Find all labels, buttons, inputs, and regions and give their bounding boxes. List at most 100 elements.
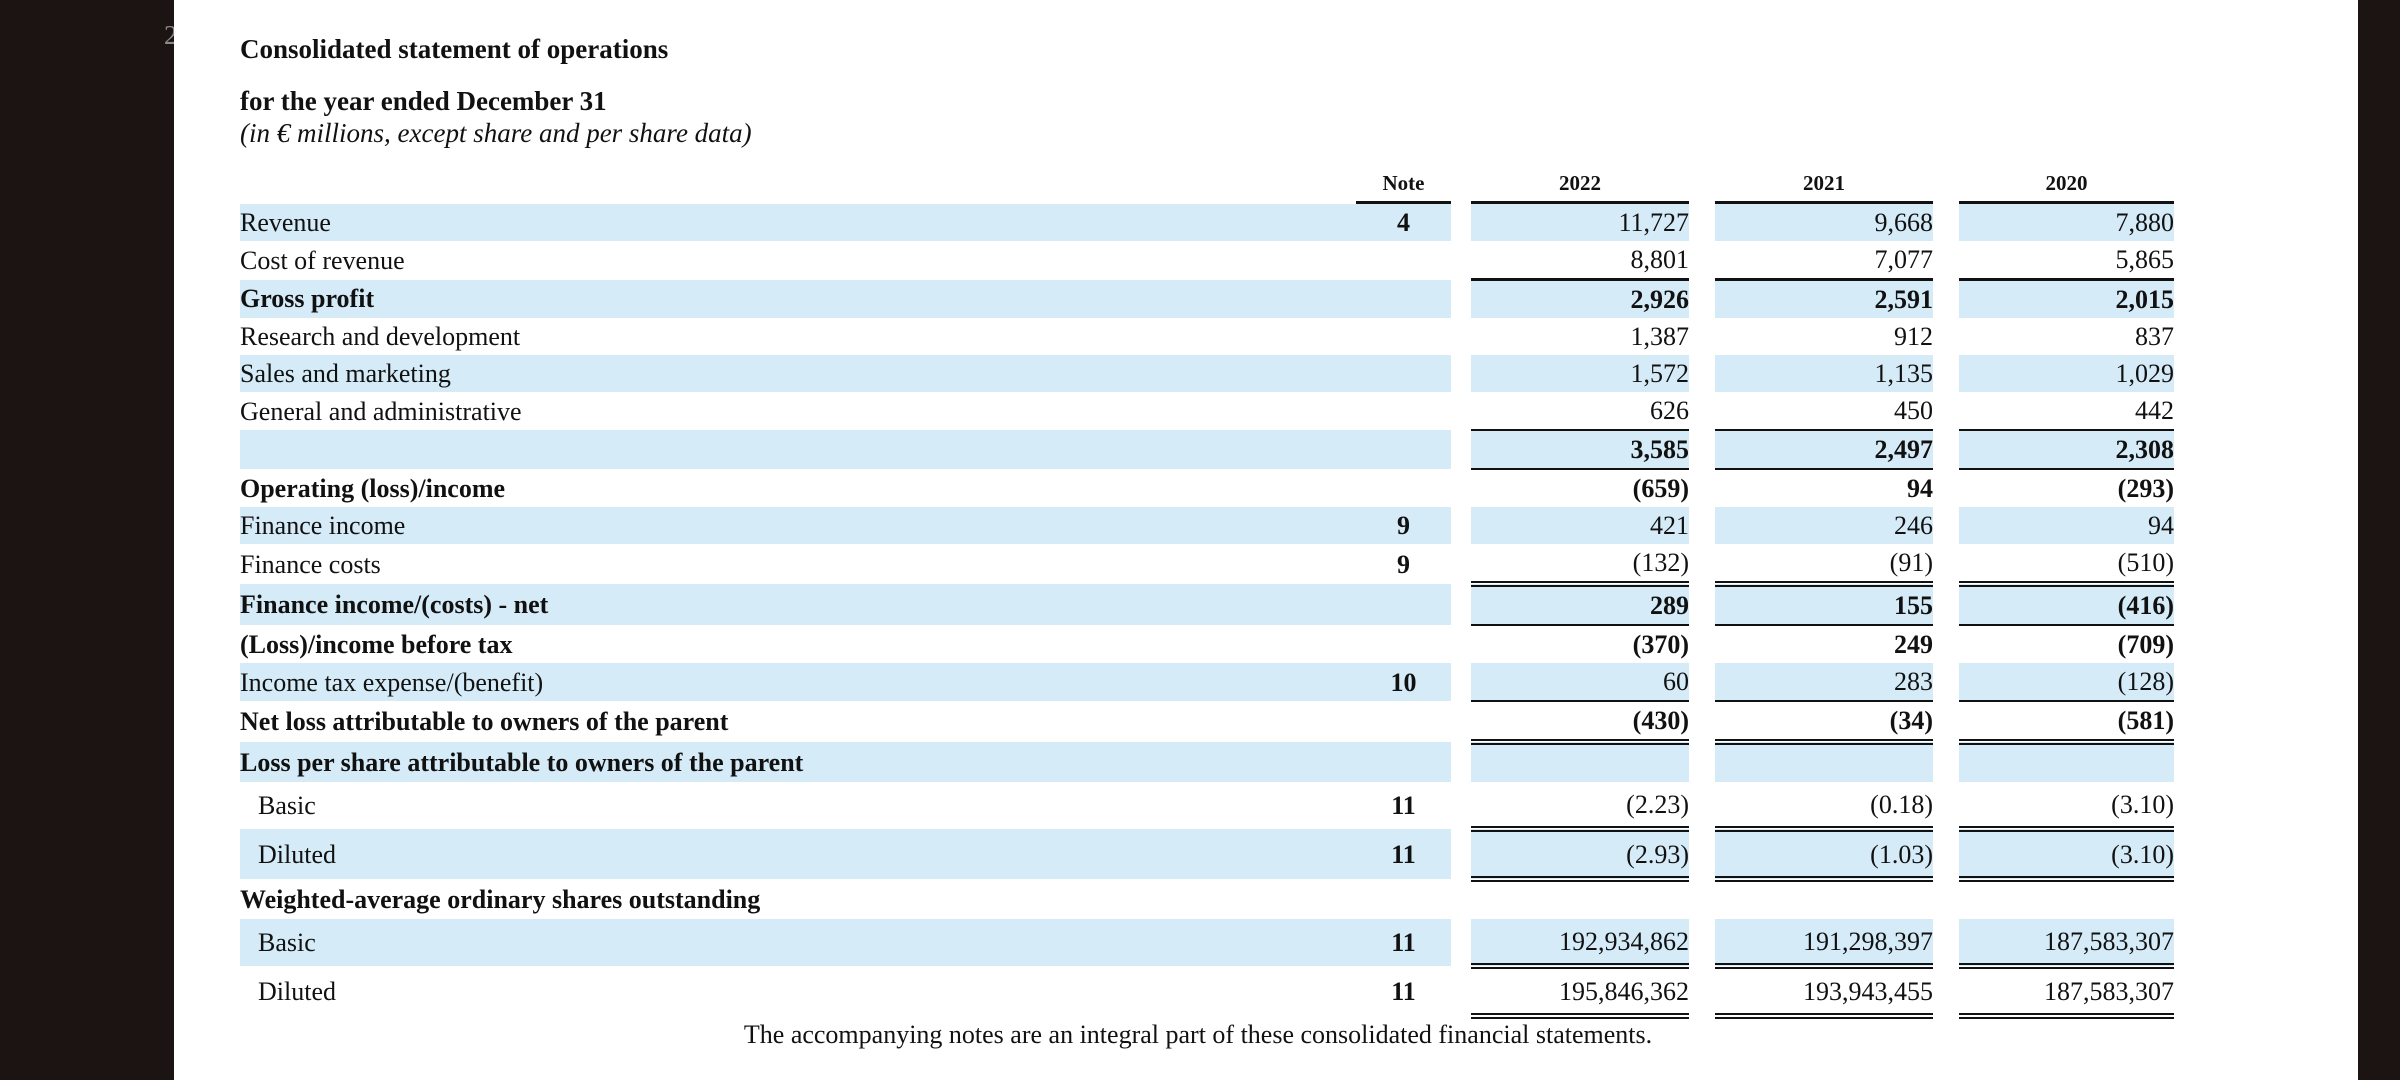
row-note: 11 — [1391, 791, 1416, 820]
row-label: Research and development — [240, 322, 521, 351]
row-note — [1356, 701, 1451, 742]
value-2020: 187,583,307 — [1959, 919, 2174, 969]
value-2020: (128) — [1959, 663, 2174, 702]
value-2021: 249 — [1894, 630, 1933, 659]
section-heading: Loss per share attributable to owners of… — [240, 742, 1356, 782]
value-2022: (370) — [1632, 630, 1689, 659]
row-note — [1356, 392, 1451, 430]
value-2021: 191,298,397 — [1715, 919, 1933, 969]
row-label: (Loss)/income before tax — [240, 629, 513, 659]
row-label: Sales and marketing — [240, 355, 1356, 392]
table-row: Basic 11 (2.23) (0.18) (3.10) — [240, 782, 2174, 832]
row-note: 9 — [1397, 549, 1410, 579]
row-note: 11 — [1356, 919, 1451, 966]
value-2020: (709) — [2117, 630, 2174, 659]
table-row: Finance income/(costs) - net 289 155 (41… — [240, 584, 2174, 626]
row-label: Cost of revenue — [240, 245, 405, 275]
value-2020: 187,583,307 — [1959, 966, 2174, 1019]
value-2021: 9,668 — [1715, 204, 1933, 241]
row-label: Net loss attributable to owners of the p… — [240, 707, 729, 736]
row-note — [1356, 279, 1451, 318]
table-row: Income tax expense/(benefit) 10 60 283 (… — [240, 663, 2174, 702]
table-row: Finance costs 9 (132) (91) (510) — [240, 544, 2174, 587]
note-header: Note — [1356, 164, 1451, 204]
row-note — [1356, 469, 1451, 507]
row-note — [1356, 318, 1451, 355]
table-row: Weighted-average ordinary shares outstan… — [240, 879, 2174, 919]
value-2020: (510) — [1959, 544, 2174, 587]
value-2020: 442 — [1959, 392, 2174, 431]
value-2020: 94 — [1959, 507, 2174, 544]
row-label — [240, 430, 1356, 469]
row-note — [1356, 625, 1451, 663]
value-2022: 421 — [1471, 507, 1689, 544]
row-note — [1356, 584, 1451, 625]
row-label: Finance costs — [240, 549, 381, 579]
table-row: Gross profit 2,926 2,591 2,015 — [240, 278, 2174, 318]
value-2020: 1,029 — [1959, 355, 2174, 392]
value-2021: 283 — [1715, 663, 1933, 702]
value-2022: 11,727 — [1471, 204, 1689, 241]
value-2022: 2,926 — [1471, 278, 1689, 318]
value-2022: 1,572 — [1471, 355, 1689, 392]
value-2022: 195,846,362 — [1471, 966, 1689, 1019]
value-2021: 155 — [1715, 584, 1933, 626]
value-2020: (581) — [1959, 701, 2174, 745]
value-2021: 2,497 — [1715, 430, 1933, 470]
table-row: Operating (loss)/income (659) 94 (293) — [240, 469, 2174, 507]
row-label: Operating (loss)/income — [240, 473, 506, 503]
row-note: 11 — [1356, 829, 1451, 879]
value-2022: 8,801 — [1471, 241, 1689, 281]
table-row: Sales and marketing 1,572 1,135 1,029 — [240, 355, 2174, 392]
table-row: 3,585 2,497 2,308 — [240, 430, 2174, 470]
value-2020: 5,865 — [1959, 241, 2174, 281]
value-2020: 2,308 — [1959, 430, 2174, 470]
row-note: 11 — [1391, 976, 1416, 1006]
value-2020: (3.10) — [1959, 782, 2174, 832]
row-label: Diluted — [240, 829, 1356, 879]
statement-title: Consolidated statement of operations — [240, 34, 669, 64]
statement-period: for the year ended December 31 — [240, 86, 607, 116]
value-2022: 626 — [1471, 392, 1689, 431]
row-label: Revenue — [240, 204, 1356, 241]
value-2021: (34) — [1715, 701, 1933, 745]
table-row: Finance income 9 421 246 94 — [240, 507, 2174, 544]
statement-page: Consolidated statement of operations for… — [174, 0, 2358, 1080]
row-note: 10 — [1356, 663, 1451, 701]
value-2021: 94 — [1907, 474, 1933, 503]
table-row: Loss per share attributable to owners of… — [240, 742, 2174, 782]
table-row: Cost of revenue 8,801 7,077 5,865 — [240, 241, 2174, 281]
value-2020: 837 — [2135, 322, 2174, 351]
label-header — [240, 164, 1356, 204]
value-2021: 7,077 — [1715, 241, 1933, 281]
value-2020: (416) — [1959, 584, 2174, 626]
row-label: General and administrative — [240, 396, 522, 426]
table-row: Diluted 11 (2.93) (1.03) (3.10) — [240, 829, 2174, 882]
table-row: General and administrative 626 450 442 — [240, 392, 2174, 431]
table-row: Research and development 1,387 912 837 — [240, 318, 2174, 355]
value-2021: 193,943,455 — [1715, 966, 1933, 1019]
value-2021: 2,591 — [1715, 278, 1933, 318]
row-note: 4 — [1356, 204, 1451, 241]
table-row: Basic 11 192,934,862 191,298,397 187,583… — [240, 919, 2174, 969]
value-2022: (2.93) — [1471, 829, 1689, 882]
value-2020: 2,015 — [1959, 278, 2174, 318]
value-2022: (132) — [1471, 544, 1689, 587]
row-note — [1356, 355, 1451, 392]
row-label: Diluted — [258, 976, 336, 1006]
value-2022: (659) — [1632, 474, 1689, 503]
value-2022: 3,585 — [1471, 430, 1689, 470]
value-2021: (0.18) — [1715, 782, 1933, 832]
statement-table: Note 2022 2021 2020 Revenue 4 11,727 9,6… — [240, 164, 2174, 1019]
row-note: 9 — [1356, 507, 1451, 544]
value-2022: (430) — [1471, 701, 1689, 745]
value-2021: (1.03) — [1715, 829, 1933, 882]
value-2021: 912 — [1894, 322, 1933, 351]
value-2020: 7,880 — [1959, 204, 2174, 241]
value-2021: (91) — [1715, 544, 1933, 587]
section-heading: Weighted-average ordinary shares outstan… — [240, 884, 761, 914]
table-row: (Loss)/income before tax (370) 249 (709) — [240, 625, 2174, 663]
statement-units: (in € millions, except share and per sha… — [240, 118, 752, 148]
table-row: Revenue 4 11,727 9,668 7,880 — [240, 204, 2174, 241]
row-label: Gross profit — [240, 279, 1356, 318]
